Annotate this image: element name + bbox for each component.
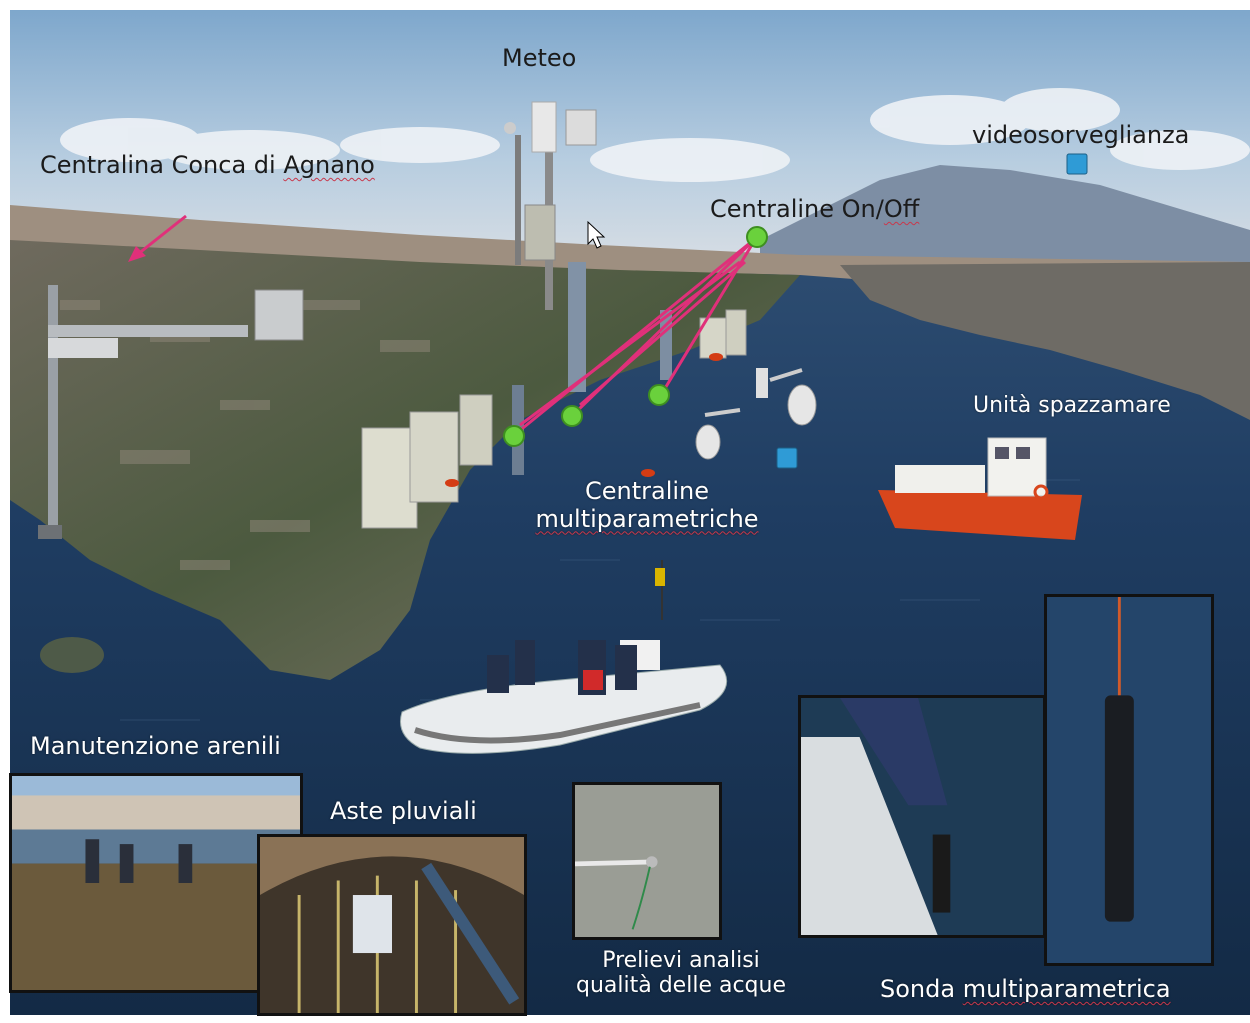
camera-markers (776, 153, 1088, 469)
cursor-icon (587, 220, 606, 249)
photo-rain-rods (257, 834, 527, 1016)
right-coast (840, 262, 1250, 420)
label-centralina-agnano-word: Agnano (283, 151, 375, 179)
agnano-arrow (128, 214, 187, 262)
clouds (60, 88, 1250, 182)
label-centraline-multi-line2: multiparametriche (535, 504, 759, 533)
label-centraline-onoff-prefix: Centraline On/ (710, 195, 884, 223)
label-meteo: Meteo (502, 44, 577, 72)
label-sonda-prefix: Sonda (880, 975, 963, 1003)
label-centraline-onoff: Centraline On/Off (710, 195, 920, 224)
label-centraline-onoff-word: Off (883, 195, 920, 223)
monitoring-cabinets (361, 309, 747, 529)
sweeper-boat (878, 437, 1082, 540)
mountain (760, 165, 1250, 265)
label-centralina-agnano-prefix: Centralina Conca di (40, 151, 284, 179)
multiparam-markers (445, 353, 723, 487)
onoff-arrows (517, 236, 758, 434)
label-manutenzione-arenili: Manutenzione arenili (30, 732, 281, 760)
label-sonda-multiparametrica: Sonda multiparametrica (880, 975, 1171, 1004)
photo-water-sampling (572, 782, 722, 940)
label-prelievi-line2: qualità delle acque (576, 973, 786, 999)
photo-probe-boat (798, 695, 1046, 938)
cctv-cameras (695, 368, 817, 460)
label-centralina-agnano: Centralina Conca di Agnano (40, 151, 375, 180)
onoff-markers (503, 226, 768, 447)
weather-station (504, 101, 597, 310)
label-aste-pluviali: Aste pluviali (330, 797, 477, 825)
photo-beach-maintenance (9, 773, 303, 993)
label-centraline-multiparametriche: Centraline multiparametriche (532, 477, 762, 533)
label-prelievi-line1: Prelievi analisi (602, 948, 760, 973)
label-centraline-multi-line1: Centraline (584, 477, 710, 505)
label-prelievi-analisi: Prelievi analisi qualità delle acque (566, 948, 796, 999)
island (40, 637, 104, 673)
photo-probe-water (1044, 594, 1214, 966)
label-videosorveglianza: videosorveglianza (972, 121, 1190, 149)
label-sonda-word: multiparametrica (962, 975, 1171, 1003)
label-unita-spazzamare: Unità spazzamare (973, 393, 1171, 418)
inflatable-boat (400, 560, 728, 754)
rain-gauge-mast (38, 285, 304, 539)
